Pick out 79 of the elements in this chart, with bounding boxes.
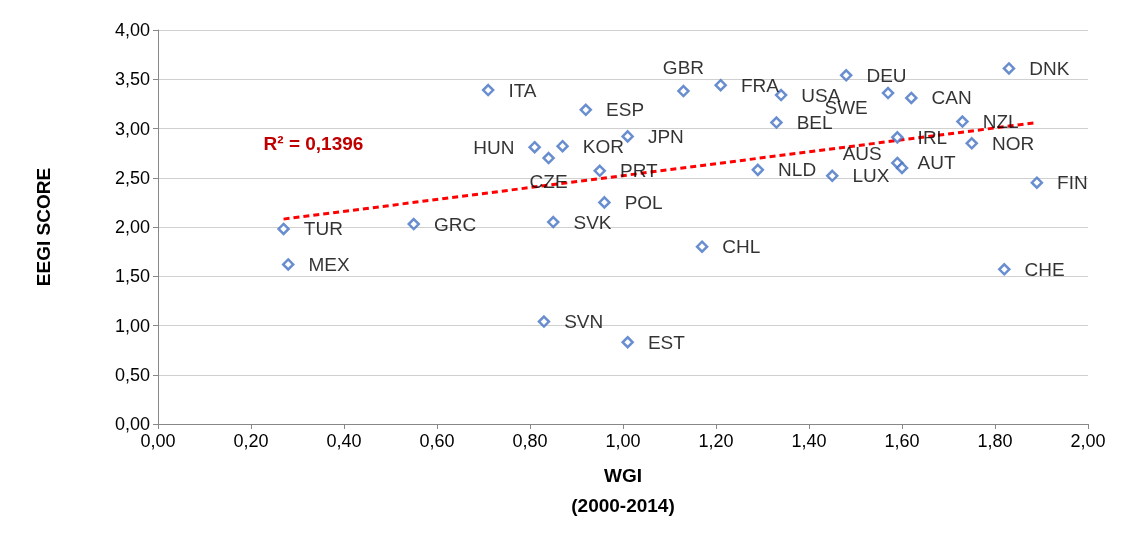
annotation: TUR [303,218,343,240]
annotation: R² = 0,1396 [263,133,364,155]
annotation: SVN [564,311,604,333]
y-tick-label: 1,00 [114,315,150,336]
x-tick-label: 1,60 [884,431,920,451]
point [547,215,560,229]
point [891,131,904,144]
annotation: NZL [982,111,1019,133]
point [556,139,569,153]
annotation: HUN [473,136,515,158]
y-tick-label: 0,50 [114,364,150,385]
point [537,315,551,328]
y-tick-label: 1,50 [114,266,150,287]
point [481,83,495,97]
x-tick-label: 0,00 [140,431,176,451]
x-tick-label: 1,00 [605,431,641,451]
point [714,78,727,92]
annotation: JPN [647,125,684,147]
annotation: MEX [308,253,350,275]
annotation: FIN [1057,172,1088,194]
point [598,196,611,209]
annotation: EST [647,331,686,353]
point [905,91,918,105]
point [1002,62,1016,75]
point [839,69,853,82]
annotation: GBR [662,56,705,78]
point [826,169,839,183]
x-axis-title: WGI (2000-2014) [571,464,675,516]
annotation: CHE [1024,258,1065,280]
annotation: GRC [434,213,477,235]
point [1030,176,1044,189]
x-tick-label: 0,60 [419,431,455,451]
annotation: NOR [992,132,1035,154]
annotation: SVK [573,211,612,233]
annotation: AUT [917,152,956,174]
y-tick-label: 0,00 [114,414,150,434]
point [579,103,593,117]
point [542,151,555,165]
annotation: DNK [1029,57,1070,79]
point [621,130,634,143]
point [895,161,909,175]
annotation: ITA [508,79,537,101]
point [965,137,978,150]
point [621,335,634,349]
y-tick-label: 2,00 [114,217,150,237]
annotation: POL [624,191,663,213]
annotation: KOR [582,135,624,157]
y-tick-label: 4,00 [114,20,150,40]
annotation: LUX [852,165,890,187]
x-tick-label: 0,80 [512,431,548,451]
y-tick-label: 2,50 [114,167,150,188]
y-tick-label: 3,50 [114,69,150,90]
point [593,164,606,178]
point [770,116,783,129]
x-tick-label: 0,20 [233,431,269,451]
annotation: DEU [866,64,907,86]
point [281,258,295,271]
point [881,86,895,100]
x-tick-label: 1,80 [977,431,1013,451]
point [751,163,765,177]
point [277,222,290,236]
point [998,263,1011,276]
x-tick-label: 2,00 [1070,431,1106,451]
point [677,84,690,98]
point [956,115,969,128]
annotation: NLD [778,159,817,181]
point [407,217,420,231]
point [528,140,541,154]
x-tick-label: 0,40 [326,431,362,451]
annotation: CAN [931,87,972,109]
x-tick-label: 1,20 [698,431,734,451]
annotation: CHL [722,236,761,258]
point [695,240,709,253]
annotation: AUS [842,143,882,165]
annotation: FRA [740,74,780,96]
y-tick-label: 3,00 [114,118,150,139]
y-axis-title: EEGI SCORE [33,167,54,287]
annotation: ESP [606,99,645,121]
x-tick-label: 1,40 [791,431,827,451]
